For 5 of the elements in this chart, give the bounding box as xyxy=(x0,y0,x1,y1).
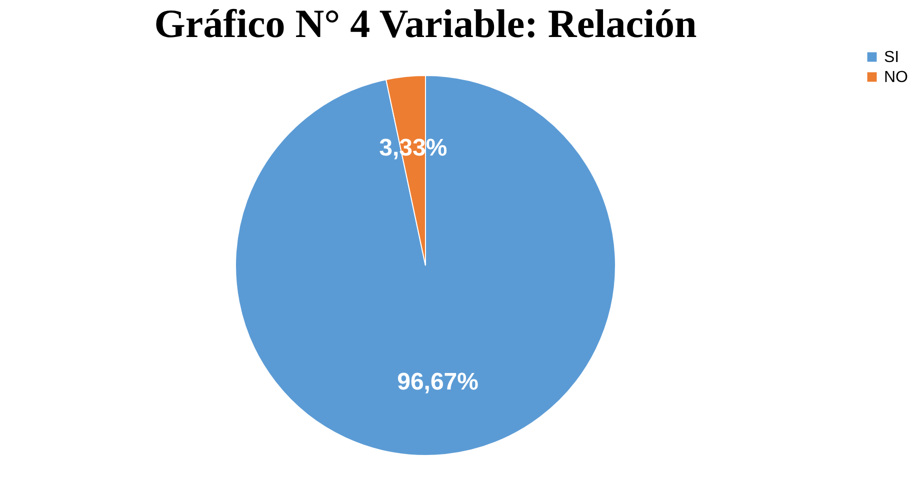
legend-label: NO xyxy=(884,69,908,86)
legend-label: SI xyxy=(884,49,900,66)
data-label: 96,67% xyxy=(397,368,479,396)
pie-slice xyxy=(235,75,616,456)
chart-title: Gráfico N° 4 Variable: Relación xyxy=(154,1,697,46)
